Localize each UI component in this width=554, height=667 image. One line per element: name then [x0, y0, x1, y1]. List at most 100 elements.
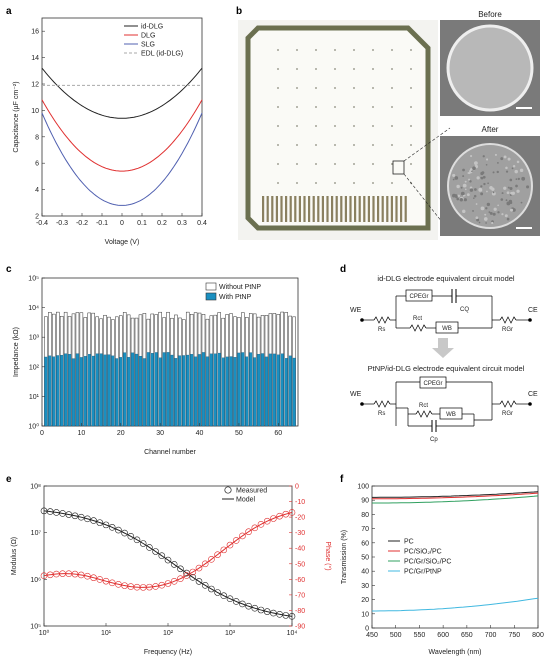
bar-with-ptnp [79, 357, 84, 427]
electrode-dot [353, 125, 355, 127]
y-tick-label: 90 [361, 498, 369, 505]
speckle [464, 188, 467, 191]
inset-box [392, 160, 405, 175]
circuit2-cpe: CPEGr [423, 381, 442, 387]
speckle [462, 209, 466, 214]
electrode-dot [372, 182, 374, 184]
bar-with-ptnp [280, 353, 284, 427]
series-line-1 [41, 99, 203, 172]
contact-pin [404, 196, 407, 222]
bar-with-ptnp [284, 358, 288, 427]
speckle [517, 177, 521, 181]
speckle [485, 207, 488, 210]
y-tick-label: 10 [31, 108, 39, 115]
electrode-dot [410, 144, 412, 146]
electrode-dot [391, 125, 393, 127]
speckle [489, 211, 493, 215]
speckle [469, 168, 473, 171]
electrode-dot [277, 125, 279, 127]
speckle [511, 167, 514, 170]
y-tick-label: 10⁵ [28, 276, 39, 283]
contact-pin [280, 196, 283, 222]
phase-point [251, 524, 259, 532]
bar-with-ptnp [241, 352, 245, 427]
bar-with-ptnp [154, 352, 158, 427]
bar-with-ptnp [83, 356, 87, 427]
phase-point [220, 546, 228, 554]
before-electrode [446, 24, 534, 112]
bar-with-ptnp [256, 354, 261, 427]
x-tick-label: 0.1 [137, 220, 147, 227]
contact-pin [303, 196, 306, 222]
bar-with-ptnp [249, 352, 253, 427]
speckle [480, 192, 484, 196]
speckle [455, 195, 458, 199]
modulus-point [96, 519, 104, 526]
bar-with-ptnp [115, 358, 119, 427]
speckle [456, 197, 460, 201]
electrode-dot [315, 144, 317, 146]
series-line-2 [372, 495, 539, 504]
phase-point [152, 583, 159, 590]
speckle [492, 212, 496, 216]
bar-with-ptnp [103, 354, 107, 427]
speckle [468, 178, 471, 181]
x-tick-label: 50 [235, 430, 243, 437]
bar-with-ptnp [260, 353, 265, 427]
electrode-dot [277, 68, 279, 70]
circuit2-rs: Rs [378, 411, 385, 417]
panel-e-label: e [6, 474, 12, 485]
speckle [454, 176, 459, 180]
modulus-point [239, 600, 246, 608]
y-tick-label: 40 [361, 569, 369, 576]
speckle [506, 217, 510, 221]
panel-d: id-DLG electrode equivalent circuit mode… [350, 274, 538, 443]
circuit2-cp: Cp [430, 437, 438, 443]
speckle [478, 187, 483, 192]
bar-with-ptnp [174, 358, 178, 427]
bar-with-ptnp [134, 353, 139, 427]
modulus-point [102, 521, 110, 529]
speckle [497, 204, 499, 207]
electrode-dot [410, 87, 412, 89]
contact-pin [317, 196, 320, 222]
speckle [514, 169, 518, 174]
modulus-point [115, 526, 122, 534]
electrode-dot [353, 163, 355, 165]
contact-pin [266, 196, 269, 222]
modulus-model-line [43, 510, 293, 617]
modulus-point [133, 536, 141, 544]
speckle [474, 161, 478, 166]
x-tick-label: 800 [532, 632, 544, 639]
electrode-dot [353, 144, 355, 146]
bar-with-ptnp [182, 355, 186, 427]
y-tick-label: 80 [361, 512, 369, 519]
modulus-point [46, 508, 54, 515]
electrode-dot [372, 163, 374, 165]
electrode-dot [353, 87, 355, 89]
modulus-point [257, 606, 265, 614]
electrode-dot [410, 68, 412, 70]
phase-point [177, 575, 184, 582]
panel-f-frame [371, 485, 539, 629]
panel-f-label: f [340, 474, 344, 485]
speckle [452, 193, 456, 198]
modulus-point [183, 569, 190, 577]
electrode-dot [277, 87, 279, 89]
x-tick-label: -0.1 [96, 220, 108, 227]
speckle [452, 173, 456, 177]
electrode-dot [296, 68, 298, 70]
modulus-point [220, 592, 228, 600]
modulus-point [146, 544, 153, 551]
speckle [504, 214, 508, 218]
y-tick-label-left: 10⁸ [30, 484, 41, 491]
bar-with-ptnp [63, 353, 68, 427]
modulus-point [77, 513, 85, 521]
electrode-dot [334, 125, 336, 127]
speckle [496, 170, 499, 174]
y-tick-label-right: -30 [295, 530, 305, 537]
speckle [508, 199, 513, 204]
y-tick-label: 100 [357, 484, 369, 491]
x-tick-label: 10¹ [101, 630, 112, 637]
y-tick-label: 30 [361, 583, 369, 590]
